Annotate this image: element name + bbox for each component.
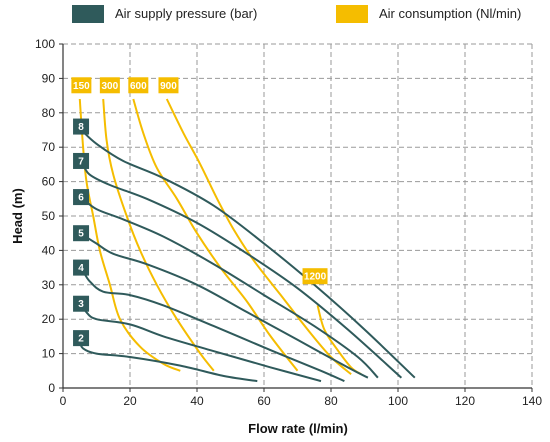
air-tag-label-150: 150 xyxy=(73,81,90,92)
air-curve-900 xyxy=(165,98,352,375)
pressure-curve-3-bar xyxy=(82,304,322,383)
pressure-tag-6 xyxy=(73,189,90,206)
pressure-curves xyxy=(78,130,416,383)
pressure-tag-7 xyxy=(73,152,90,169)
x-tick-label: 140 xyxy=(522,394,542,408)
x-axis-title: Flow rate (l/min) xyxy=(248,421,348,436)
air-tag-label-1200: 1200 xyxy=(304,272,327,283)
y-tick-label: 40 xyxy=(42,243,56,257)
air-curve-150 xyxy=(78,98,181,372)
y-tick-label: 10 xyxy=(42,347,56,361)
x-tick-label: 20 xyxy=(123,394,137,408)
pressure-tag-label-8: 8 xyxy=(78,122,84,133)
pressure-tag-3 xyxy=(73,295,90,312)
pressure-tag-label-4: 4 xyxy=(78,263,84,274)
x-tick-label: 80 xyxy=(324,394,338,408)
x-tick-label: 100 xyxy=(388,394,408,408)
grid xyxy=(63,43,533,388)
air-tag-900 xyxy=(158,77,179,94)
legend-label-air: Air consumption (Nl/min) xyxy=(379,6,521,21)
x-tick-label: 40 xyxy=(190,394,204,408)
pressure-tag-label-5: 5 xyxy=(78,229,84,240)
y-tick-label: 70 xyxy=(42,140,56,154)
x-tick-label: 0 xyxy=(60,394,67,408)
y-tick-label: 50 xyxy=(42,209,56,223)
pressure-curve-8-bar xyxy=(82,130,416,379)
pressure-curve-5-bar xyxy=(82,234,369,379)
y-tick-label: 20 xyxy=(42,312,56,326)
air-tag-1200 xyxy=(302,268,328,285)
air-tag-150 xyxy=(71,77,92,94)
legend: Air supply pressure (bar) Air consumptio… xyxy=(72,5,521,23)
pressure-tag-2 xyxy=(73,330,90,347)
air-tag-600 xyxy=(128,77,149,94)
pressure-tag-label-7: 7 xyxy=(78,156,84,167)
pressure-curve-7-bar xyxy=(82,163,403,379)
x-tick-label: 120 xyxy=(455,394,475,408)
y-tick-label: 80 xyxy=(42,106,56,120)
pressure-tag-4 xyxy=(73,259,90,276)
tick-labels: 0 20 40 60 80 100 120 140 0 10 20 30 40 50 60 70 80 90 100 xyxy=(35,37,542,408)
pressure-curve-2-bar xyxy=(78,341,258,383)
pressure-tag-label-2: 2 xyxy=(78,334,84,345)
x-tick-label: 60 xyxy=(257,394,271,408)
legend-swatch-air xyxy=(336,5,368,23)
pressure-tag-5 xyxy=(73,225,90,242)
y-tick-label: 0 xyxy=(48,381,55,395)
air-tag-label-600: 600 xyxy=(130,81,147,92)
pressure-curve-4-bar xyxy=(82,270,345,383)
curve-tags: 150 300 600 900 1200 2 3 4 5 6 7 8 xyxy=(71,77,328,347)
y-tick-label: 90 xyxy=(42,71,56,85)
air-curve-600 xyxy=(132,98,299,372)
pressure-tag-label-3: 3 xyxy=(78,299,84,310)
y-tick-label: 30 xyxy=(42,278,56,292)
pressure-tag-8 xyxy=(73,118,90,135)
air-tag-label-900: 900 xyxy=(160,81,177,92)
legend-swatch-pressure xyxy=(72,5,104,23)
air-tag-label-300: 300 xyxy=(102,81,119,92)
air-tag-300 xyxy=(99,77,120,94)
y-tick-label: 100 xyxy=(35,37,55,51)
legend-label-pressure: Air supply pressure (bar) xyxy=(115,6,257,21)
y-axis-title: Head (m) xyxy=(10,188,25,244)
pressure-tag-label-6: 6 xyxy=(78,193,84,204)
pressure-curve-6-bar xyxy=(82,198,379,379)
y-tick-label: 60 xyxy=(42,175,56,189)
